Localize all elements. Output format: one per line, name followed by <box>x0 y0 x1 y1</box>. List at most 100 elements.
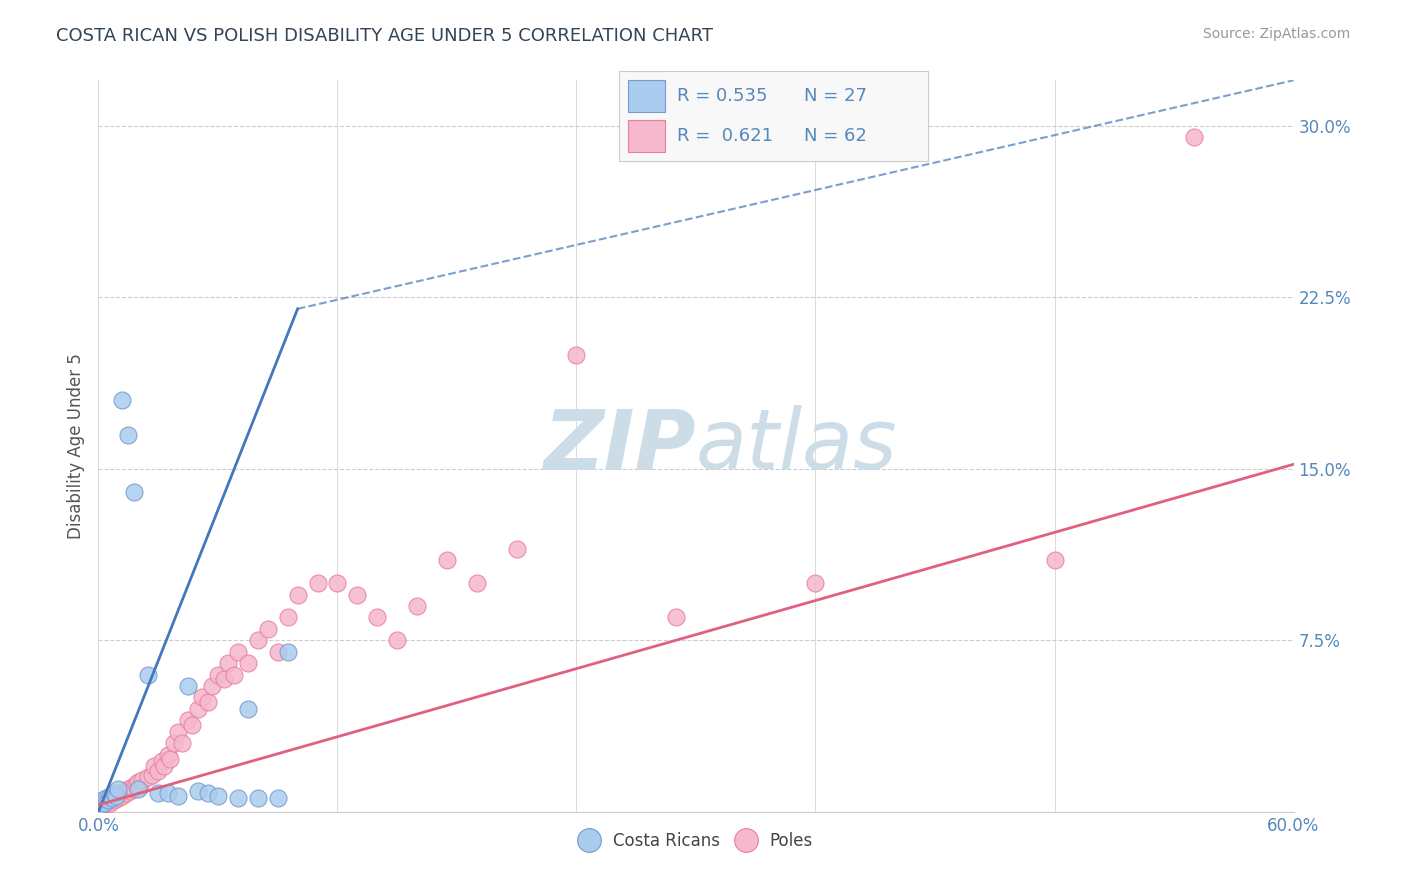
Point <box>172 736 194 750</box>
Point <box>187 784 209 798</box>
Point <box>226 645 249 659</box>
Point <box>267 791 290 805</box>
Point <box>181 718 204 732</box>
Point <box>217 656 239 670</box>
Point <box>167 724 190 739</box>
Point <box>103 787 125 801</box>
Point <box>212 672 235 686</box>
Point <box>101 791 124 805</box>
Point <box>197 695 219 709</box>
Point <box>125 777 148 791</box>
Point <box>153 759 176 773</box>
Point <box>111 393 134 408</box>
Point <box>506 541 529 556</box>
Point <box>117 427 139 442</box>
Point <box>187 702 209 716</box>
Point <box>287 588 309 602</box>
Point <box>89 797 111 812</box>
Point <box>207 789 229 803</box>
Point <box>346 588 368 602</box>
Point <box>385 633 409 648</box>
Point <box>129 780 152 794</box>
Point <box>141 768 163 782</box>
Bar <box>628 120 665 152</box>
Text: R =  0.621: R = 0.621 <box>678 127 773 145</box>
Point <box>98 789 122 803</box>
Point <box>97 793 120 807</box>
Bar <box>628 80 665 112</box>
Point <box>143 759 166 773</box>
Point <box>127 781 149 796</box>
Legend: Costa Ricans, Poles: Costa Ricans, Poles <box>571 823 821 858</box>
Point <box>277 610 299 624</box>
Point <box>150 755 173 769</box>
Point <box>167 789 190 803</box>
Text: N = 27: N = 27 <box>804 87 868 105</box>
Point <box>93 796 115 810</box>
Point <box>1043 553 1066 567</box>
Point <box>157 747 180 762</box>
Point <box>105 789 128 803</box>
Point <box>159 752 181 766</box>
Point <box>177 714 200 728</box>
Point <box>136 771 159 785</box>
Text: R = 0.535: R = 0.535 <box>678 87 768 105</box>
Point <box>105 789 128 803</box>
Point <box>98 796 122 810</box>
Point <box>436 553 458 567</box>
Point <box>91 797 114 812</box>
Point <box>191 690 214 705</box>
Point <box>101 791 124 805</box>
Y-axis label: Disability Age Under 5: Disability Age Under 5 <box>66 353 84 539</box>
Point <box>110 787 132 801</box>
Point <box>366 610 388 624</box>
Point <box>207 667 229 681</box>
Point <box>246 791 269 805</box>
Point <box>222 667 245 681</box>
Point <box>157 787 180 801</box>
Point <box>121 780 143 794</box>
Point <box>103 793 125 807</box>
Point <box>326 576 349 591</box>
Point <box>267 645 290 659</box>
Point <box>97 793 120 807</box>
Point <box>236 702 259 716</box>
Point <box>201 679 224 693</box>
Point <box>107 781 129 796</box>
Point <box>96 791 118 805</box>
Point <box>197 787 219 801</box>
Point <box>148 764 170 778</box>
Text: Source: ZipAtlas.com: Source: ZipAtlas.com <box>1202 27 1350 41</box>
Point <box>148 787 170 801</box>
Point <box>127 775 149 789</box>
Point <box>226 791 249 805</box>
Point <box>465 576 488 591</box>
Text: N = 62: N = 62 <box>804 127 868 145</box>
Point <box>163 736 186 750</box>
Text: ZIP: ZIP <box>543 406 696 486</box>
Point <box>236 656 259 670</box>
Point <box>307 576 329 591</box>
Point <box>124 781 146 796</box>
Point <box>112 784 135 798</box>
Point <box>565 347 588 362</box>
Point <box>117 781 139 796</box>
Point <box>804 576 827 591</box>
Point <box>177 679 200 693</box>
Point <box>120 784 142 798</box>
Point <box>246 633 269 648</box>
Point <box>1182 130 1205 145</box>
Text: COSTA RICAN VS POLISH DISABILITY AGE UNDER 5 CORRELATION CHART: COSTA RICAN VS POLISH DISABILITY AGE UND… <box>56 27 713 45</box>
Point <box>256 622 278 636</box>
Point <box>115 787 138 801</box>
Point <box>277 645 299 659</box>
Point <box>107 791 129 805</box>
Point <box>124 484 146 499</box>
Point <box>111 789 134 803</box>
Point <box>91 793 114 807</box>
Point <box>406 599 429 613</box>
Point <box>131 772 153 787</box>
Point <box>136 667 159 681</box>
Text: atlas: atlas <box>696 406 897 486</box>
Point <box>665 610 688 624</box>
